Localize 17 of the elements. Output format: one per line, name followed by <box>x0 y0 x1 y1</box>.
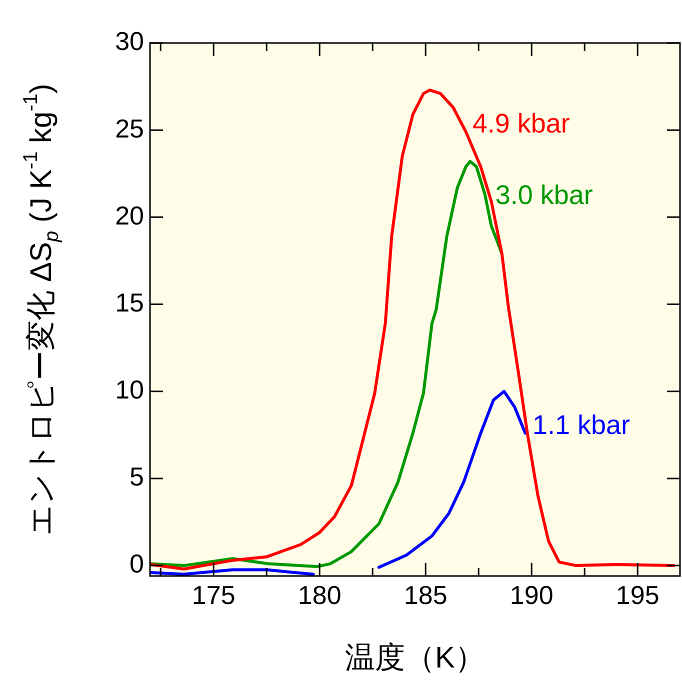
y-tick-label: 0 <box>130 548 144 579</box>
y-tick-label: 20 <box>115 200 144 230</box>
y-tick-label: 30 <box>115 26 144 56</box>
x-tick-label: 180 <box>298 580 342 610</box>
x-axis-title: 温度（K） <box>344 641 486 674</box>
y-tick-label: 15 <box>115 287 144 318</box>
x-tick-label: 175 <box>192 580 236 610</box>
series-label: 3.0 kbar <box>495 180 593 210</box>
y-tick-label: 10 <box>115 374 144 405</box>
x-tick-label: 190 <box>510 580 554 610</box>
series-label: 4.9 kbar <box>472 108 570 138</box>
series-label: 1.1 kbar <box>532 410 630 440</box>
y-tick-label: 5 <box>130 462 144 492</box>
x-tick-label: 185 <box>404 580 448 610</box>
y-axis-title: エントロピー変化 ΔSp (J K-1 kg-1) <box>20 84 63 536</box>
y-tick-label: 25 <box>115 113 144 144</box>
x-tick-label: 195 <box>616 580 660 610</box>
